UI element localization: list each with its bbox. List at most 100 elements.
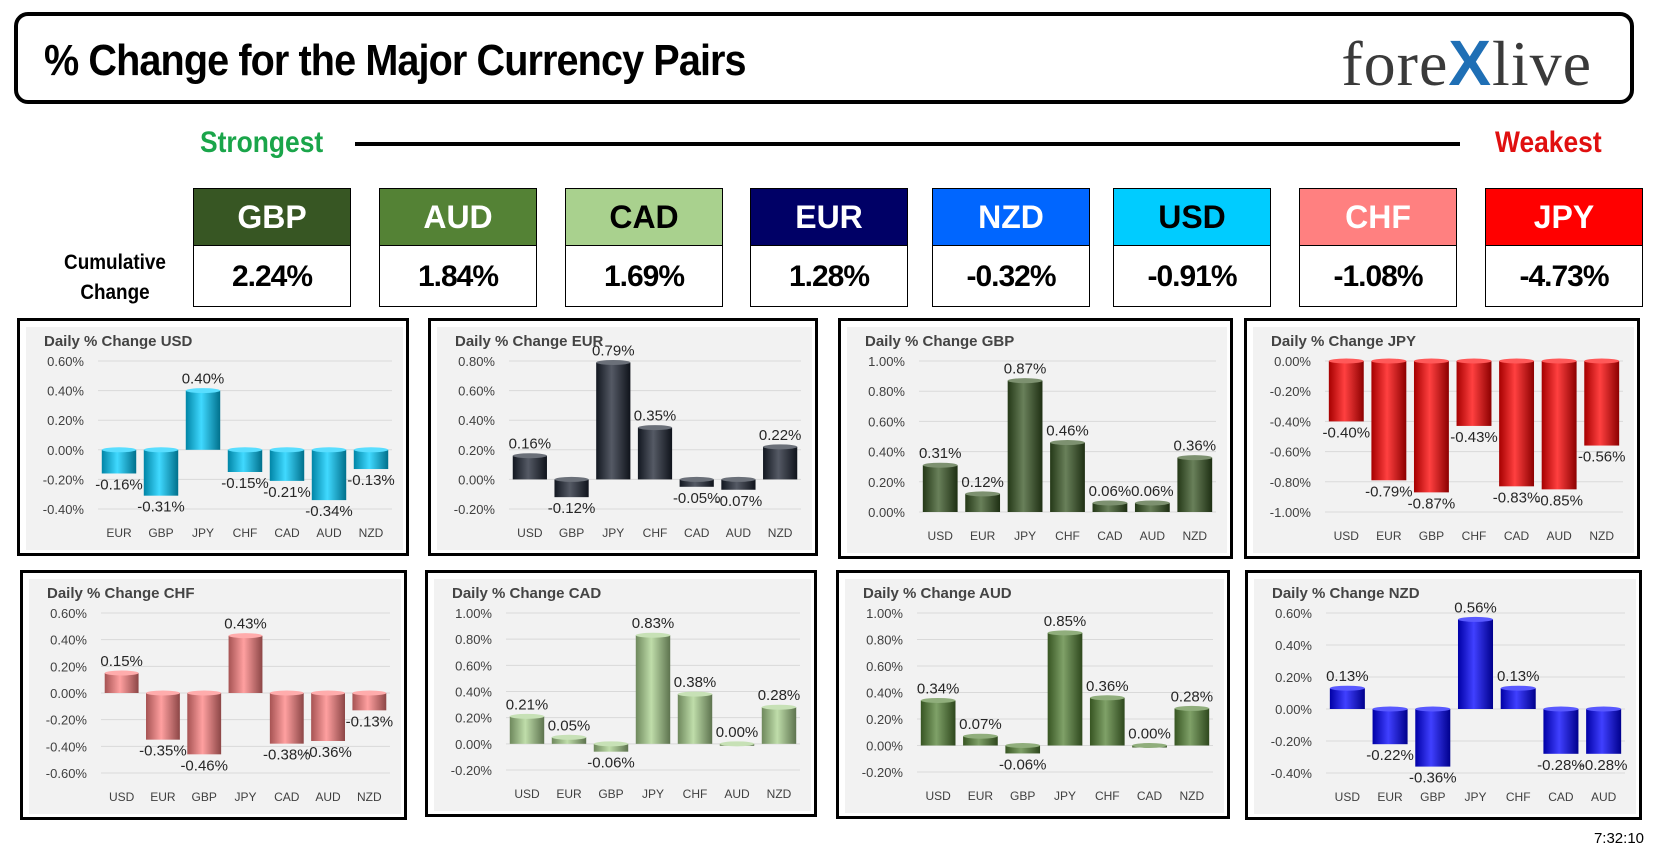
- bar-cap: [1543, 706, 1579, 712]
- bar: [1372, 709, 1408, 745]
- chart-background: [845, 579, 1224, 813]
- x-tick-label: AUD: [316, 526, 342, 540]
- bar: [1050, 442, 1085, 512]
- data-label: 0.34%: [917, 680, 960, 697]
- data-label: 0.83%: [632, 615, 675, 632]
- x-tick-label: AUD: [1546, 529, 1572, 543]
- data-label: 0.15%: [100, 653, 143, 670]
- bar: [1092, 502, 1128, 512]
- y-tick-label: 0.20%: [455, 711, 492, 726]
- x-tick-label: EUR: [968, 789, 994, 803]
- bar: [353, 449, 389, 470]
- y-tick-label: 0.00%: [50, 686, 87, 701]
- x-tick-label: CAD: [684, 526, 710, 540]
- y-tick-label: 0.60%: [866, 659, 903, 674]
- data-label: 0.21%: [506, 696, 549, 713]
- bar: [1371, 361, 1407, 481]
- x-tick-label: JPY: [1014, 529, 1036, 543]
- data-label: 0.56%: [1454, 599, 1497, 616]
- bar-cap: [920, 697, 956, 703]
- data-label: -0.16%: [95, 476, 143, 493]
- bar-cap: [1174, 705, 1210, 711]
- bar-cap: [761, 704, 797, 710]
- currency-code: GBP: [194, 189, 350, 246]
- bar: [1413, 361, 1449, 493]
- x-tick-label: AUD: [1591, 790, 1617, 804]
- x-tick-label: AUD: [1140, 529, 1166, 543]
- x-tick-label: NZD: [1182, 529, 1207, 543]
- y-tick-label: -0.20%: [46, 713, 88, 728]
- bar: [1456, 361, 1492, 426]
- data-label: 0.06%: [1089, 483, 1132, 500]
- data-label: 0.00%: [716, 724, 759, 741]
- data-label: 0.36%: [1086, 678, 1129, 695]
- currency-tile-nzd: NZD -0.32%: [932, 188, 1090, 307]
- bar: [635, 635, 671, 744]
- data-label: -0.12%: [548, 500, 596, 517]
- x-tick-label: JPY: [1054, 789, 1076, 803]
- data-label: -0.38%: [263, 747, 311, 764]
- y-tick-label: 0.40%: [50, 633, 87, 648]
- cumulative-change-value: 1.69%: [603, 260, 685, 293]
- bar: [551, 737, 587, 744]
- cumulative-change-value: -0.91%: [1147, 260, 1237, 293]
- bar: [1500, 688, 1536, 709]
- bar-chart: Daily % Change CHF 0.60% 0.40% 0.20% 0.00% -0…: [29, 579, 401, 814]
- data-label: -0.87%: [1408, 495, 1456, 512]
- bar-cap: [635, 632, 671, 638]
- y-tick-label: 0.80%: [868, 384, 905, 399]
- bar-chart: Daily % Change JPY 0.00% -0.20% -0.40% -0.60…: [1253, 327, 1634, 553]
- y-tick-label: 0.20%: [458, 443, 495, 458]
- bar-cap: [1134, 500, 1170, 506]
- bar: [1584, 361, 1620, 446]
- bar-cap: [352, 690, 387, 696]
- x-tick-label: CAD: [1504, 529, 1530, 543]
- chart-title: Daily % Change AUD: [863, 585, 1012, 602]
- x-tick-label: CHF: [1506, 790, 1531, 804]
- bar-chart: Daily % Change NZD 0.60% 0.40% 0.20% 0.00% -0…: [1254, 579, 1636, 814]
- data-label: -0.83%: [1493, 489, 1541, 506]
- x-tick-label: CHF: [233, 526, 258, 540]
- y-tick-label: 0.00%: [866, 739, 903, 754]
- x-tick-label: EUR: [1377, 790, 1403, 804]
- currency-code: AUD: [380, 189, 536, 246]
- data-label: -0.85%: [1535, 492, 1583, 509]
- bar-cap: [554, 476, 589, 482]
- chart-title: Daily % Change USD: [44, 333, 193, 350]
- y-tick-label: 0.40%: [455, 685, 492, 700]
- x-tick-label: NZD: [1180, 789, 1205, 803]
- x-tick-label: USD: [514, 787, 540, 801]
- bar-cap: [228, 633, 263, 639]
- currency-code: USD: [1114, 189, 1270, 246]
- page-title: % Change for the Major Currency Pairs: [44, 36, 747, 85]
- bar-cap: [1328, 358, 1364, 364]
- bar-cap: [1371, 358, 1407, 364]
- y-tick-label: 0.80%: [866, 633, 903, 648]
- bar: [1499, 361, 1535, 487]
- bar-cap: [1415, 706, 1451, 712]
- y-tick-label: 0.60%: [47, 354, 84, 369]
- data-label: 0.35%: [634, 408, 677, 425]
- chart-title: Daily % Change CAD: [452, 585, 601, 602]
- x-tick-label: EUR: [556, 787, 582, 801]
- cumulative-change-value: 1.28%: [788, 260, 870, 293]
- data-label: 0.36%: [1174, 438, 1217, 455]
- data-label: -0.28%: [1580, 757, 1628, 774]
- bar-cap: [1089, 695, 1125, 701]
- forexlive-logo: foreXlive: [1341, 27, 1592, 99]
- bar: [143, 449, 179, 496]
- data-label: -0.21%: [263, 484, 311, 501]
- cumulative-change-label: Cumulative Change: [64, 251, 166, 304]
- bar: [920, 700, 956, 746]
- y-tick-label: 0.80%: [458, 354, 495, 369]
- y-tick-label: 0.20%: [866, 712, 903, 727]
- bar-cap: [1329, 685, 1365, 691]
- y-tick-label: 0.40%: [1275, 638, 1312, 653]
- y-tick-label: 0.00%: [1274, 354, 1311, 369]
- timestamp: 7:32:10: [1593, 830, 1644, 847]
- x-tick-label: AUD: [724, 787, 750, 801]
- y-tick-label: -0.20%: [451, 763, 493, 778]
- x-tick-label: NZD: [359, 526, 384, 540]
- bar: [269, 449, 305, 481]
- y-tick-label: -0.40%: [43, 502, 85, 517]
